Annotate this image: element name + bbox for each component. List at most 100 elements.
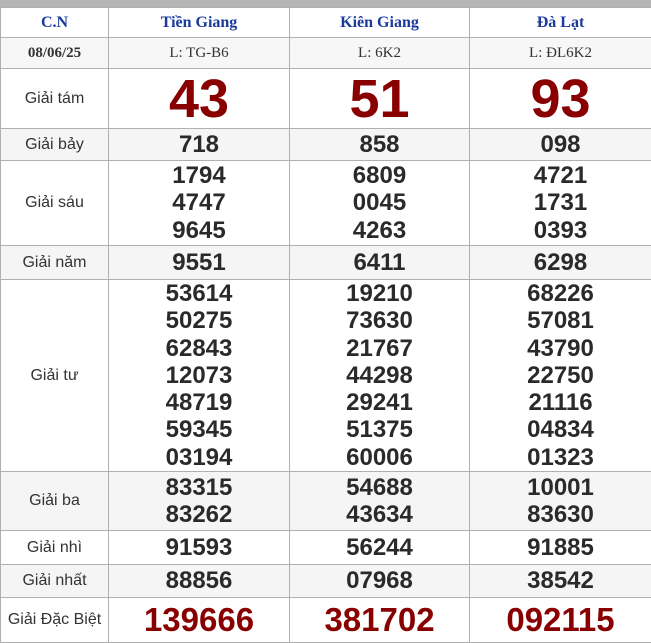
prize-cell: 9551 — [109, 246, 290, 280]
header-row: C.N Tiền Giang Kiên Giang Đà Lạt — [1, 8, 651, 38]
prize-label: Giải tám — [1, 69, 109, 129]
day-header: C.N — [1, 8, 109, 38]
winning-number: 092115 — [470, 599, 651, 641]
prize-cell: 91885 — [470, 531, 651, 565]
winning-number: 91885 — [470, 534, 651, 561]
ticket-code: L: 6K2 — [290, 38, 470, 69]
winning-number: 57081 — [470, 307, 651, 334]
prize-cell: 43 — [109, 69, 290, 129]
prize-label: Giải ba — [1, 472, 109, 531]
lottery-results-table: C.N Tiền Giang Kiên Giang Đà Lạt 08/06/2… — [0, 7, 651, 643]
winning-number: 83262 — [109, 501, 289, 528]
ticket-code: L: TG-B6 — [109, 38, 290, 69]
winning-number: 43634 — [290, 501, 469, 528]
province-header-tien-giang[interactable]: Tiền Giang — [109, 8, 290, 38]
winning-number: 68226 — [470, 280, 651, 307]
province-header-kien-giang[interactable]: Kiên Giang — [290, 8, 470, 38]
winning-number: 73630 — [290, 307, 469, 334]
prize-cell: 098 — [470, 129, 651, 161]
prize-label: Giải tư — [1, 280, 109, 472]
winning-number: 12073 — [109, 362, 289, 389]
prize-cell: 38542 — [470, 565, 651, 598]
winning-number: 22750 — [470, 362, 651, 389]
prize-label: Giải Đặc Biệt — [1, 598, 109, 643]
winning-number: 56244 — [290, 534, 469, 561]
winning-number: 07968 — [290, 567, 469, 594]
winning-number: 6809 — [290, 162, 469, 189]
date-row: 08/06/25 L: TG-B6 L: 6K2 L: ĐL6K2 — [1, 38, 651, 69]
ticket-code: L: ĐL6K2 — [470, 38, 651, 69]
winning-number: 53614 — [109, 280, 289, 307]
winning-number: 51375 — [290, 416, 469, 443]
winning-number: 43790 — [470, 335, 651, 362]
winning-number: 04834 — [470, 416, 651, 443]
prize-cell: 93 — [470, 69, 651, 129]
prize-cell: 91593 — [109, 531, 290, 565]
prize-cell: 858 — [290, 129, 470, 161]
prize-label: Giải nhì — [1, 531, 109, 565]
winning-number: 51 — [290, 70, 469, 128]
prize-cell: 718 — [109, 129, 290, 161]
prize-cell: 51 — [290, 69, 470, 129]
prize-label: Giải năm — [1, 246, 109, 280]
winning-number: 44298 — [290, 362, 469, 389]
prize-label: Giải nhất — [1, 565, 109, 598]
winning-number: 718 — [109, 131, 289, 158]
winning-number: 4747 — [109, 189, 289, 216]
winning-number: 858 — [290, 131, 469, 158]
winning-number: 21767 — [290, 335, 469, 362]
winning-number: 03194 — [109, 444, 289, 471]
winning-number: 38542 — [470, 567, 651, 594]
top-bar — [0, 0, 651, 7]
prize-cell: 07968 — [290, 565, 470, 598]
province-header-da-lat[interactable]: Đà Lạt — [470, 8, 651, 38]
prize-cell: 88856 — [109, 565, 290, 598]
prize-cell: 381702 — [290, 598, 470, 643]
prize-label: Giải sáu — [1, 161, 109, 246]
winning-number: 0393 — [470, 217, 651, 244]
prize-cell: 139666 — [109, 598, 290, 643]
winning-number: 62843 — [109, 335, 289, 362]
winning-number: 93 — [470, 70, 651, 128]
winning-number: 43 — [109, 70, 289, 128]
winning-number: 6411 — [290, 249, 469, 276]
winning-number: 19210 — [290, 280, 469, 307]
winning-number: 9551 — [109, 249, 289, 276]
winning-number: 83630 — [470, 501, 651, 528]
winning-number: 60006 — [290, 444, 469, 471]
winning-number: 0045 — [290, 189, 469, 216]
prize-cell: 6411 — [290, 246, 470, 280]
winning-number: 91593 — [109, 534, 289, 561]
winning-number: 4263 — [290, 217, 469, 244]
winning-number: 139666 — [109, 599, 289, 641]
winning-number: 1794 — [109, 162, 289, 189]
prize-cell: 092115 — [470, 598, 651, 643]
prize-cell: 6298 — [470, 246, 651, 280]
winning-number: 381702 — [290, 599, 469, 641]
winning-number: 9645 — [109, 217, 289, 244]
winning-number: 4721 — [470, 162, 651, 189]
winning-number: 59345 — [109, 416, 289, 443]
winning-number: 1731 — [470, 189, 651, 216]
winning-number: 10001 — [470, 474, 651, 501]
winning-number: 83315 — [109, 474, 289, 501]
winning-number: 01323 — [470, 444, 651, 471]
